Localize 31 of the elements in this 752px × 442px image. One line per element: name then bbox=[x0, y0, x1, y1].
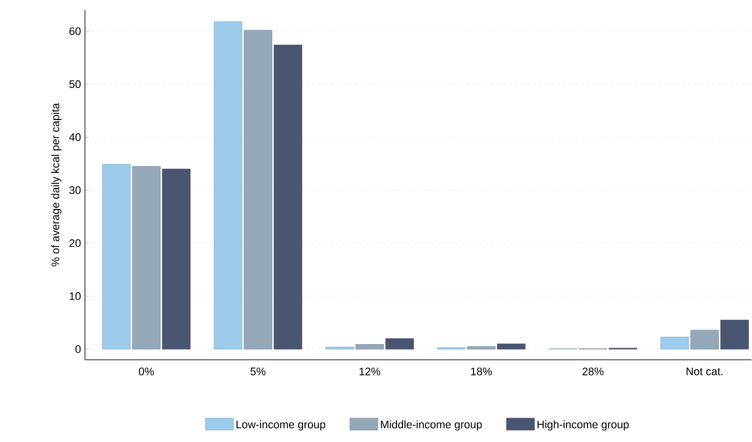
x-tick-label: 5% bbox=[250, 368, 266, 376]
x-tick-label: 18% bbox=[471, 368, 492, 376]
bar bbox=[720, 320, 749, 350]
bar bbox=[355, 344, 384, 350]
bar bbox=[467, 346, 496, 350]
legend-label: Middle-income group bbox=[380, 420, 482, 431]
bar bbox=[244, 30, 272, 350]
y-tick-label: 50 bbox=[69, 80, 81, 88]
legend-label: High-income group bbox=[538, 420, 629, 431]
y-axis-title: % of average daily kcal per capita bbox=[51, 103, 62, 267]
y-tick-label: 40 bbox=[69, 133, 81, 142]
bar bbox=[497, 344, 526, 350]
bar bbox=[132, 166, 161, 350]
bar bbox=[162, 168, 191, 350]
bar bbox=[325, 346, 354, 350]
y-tick-label: 30 bbox=[69, 186, 81, 194]
y-tick-label: 20 bbox=[69, 239, 81, 248]
bar bbox=[214, 22, 242, 350]
x-tick-label: 28% bbox=[582, 368, 604, 376]
legend-label: Low-income group bbox=[236, 420, 326, 431]
x-tick-label: Not cat. bbox=[686, 368, 722, 376]
bar bbox=[660, 336, 689, 350]
y-tick-label: 0 bbox=[75, 345, 81, 354]
y-tick-label: 10 bbox=[70, 292, 81, 300]
x-tick-label: 0% bbox=[138, 368, 154, 376]
bar bbox=[274, 44, 302, 350]
bar bbox=[690, 330, 719, 350]
bar bbox=[102, 164, 131, 350]
x-tick-label: 12% bbox=[360, 368, 380, 376]
y-tick-label: 60 bbox=[69, 27, 81, 36]
bar bbox=[385, 338, 414, 350]
